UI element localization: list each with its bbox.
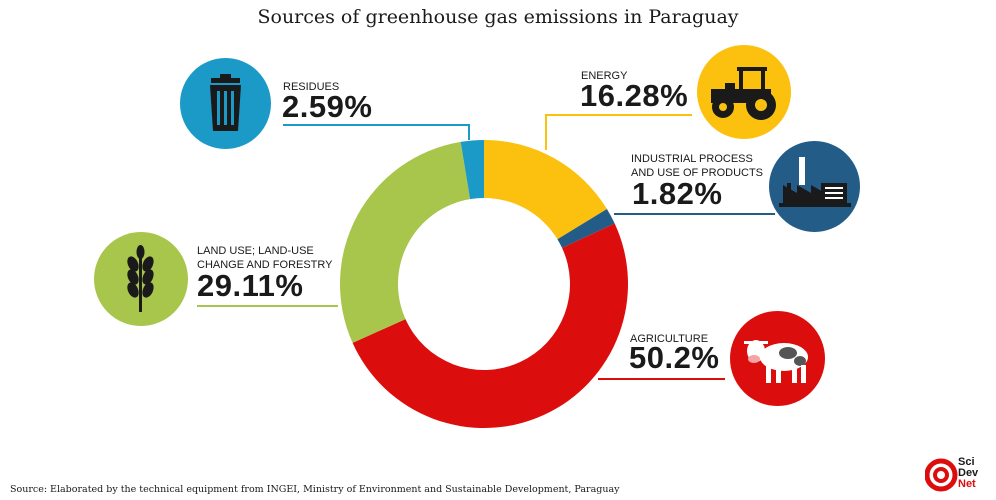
factory-icon	[779, 157, 851, 207]
residues-icon-circle	[180, 58, 271, 149]
energy-leader-line	[545, 114, 692, 150]
donut-slice-agriculture	[352, 223, 629, 429]
land-value: 29.11%	[197, 268, 304, 303]
residues-leader-line	[283, 124, 470, 140]
industrial-label-line-2: AND USE OF PRODUCTS	[631, 167, 764, 179]
logo-line-1: Sci	[958, 456, 975, 468]
industrial-value: 1.82%	[632, 176, 723, 211]
land-label-line-1: LAND USE; LAND-USE	[197, 245, 314, 257]
wheat-icon	[127, 245, 154, 312]
energy-icon-circle	[697, 45, 791, 139]
logo-line-2: Dev	[958, 467, 979, 479]
tractor-icon	[711, 67, 776, 120]
land-label-line-2: CHANGE AND FORESTRY	[197, 259, 333, 271]
source-note: Source: Elaborated by the technical equi…	[10, 484, 620, 495]
donut-slices	[340, 140, 629, 429]
scidevnet-logo-icon	[925, 458, 958, 492]
donut-slice-industrial-process-and-use-of-products	[557, 208, 615, 248]
donut-slice-energy	[484, 140, 607, 240]
trash-can-icon	[210, 74, 241, 131]
industrial-label-line-1: INDUSTRIAL PROCESS	[631, 153, 753, 165]
industrial-icon-circle	[769, 141, 860, 232]
residues-value: 2.59%	[282, 89, 373, 124]
energy-label: ENERGY	[581, 70, 628, 82]
energy-value: 16.28%	[580, 78, 689, 113]
residues-label: RESIDUES	[283, 81, 340, 93]
logo-line-3: Net	[958, 478, 976, 490]
agriculture-value: 50.2%	[629, 340, 720, 375]
donut-slice-residues	[460, 140, 484, 200]
cow-icon	[744, 340, 808, 383]
agriculture-icon-circle	[730, 311, 825, 406]
chart-title: Sources of greenhouse gas emissions in P…	[257, 6, 739, 28]
agriculture-label: AGRICULTURE	[630, 333, 709, 345]
land-icon-circle	[94, 232, 188, 326]
donut-slice-land-use-land-use-change-and-forestry	[340, 141, 471, 343]
